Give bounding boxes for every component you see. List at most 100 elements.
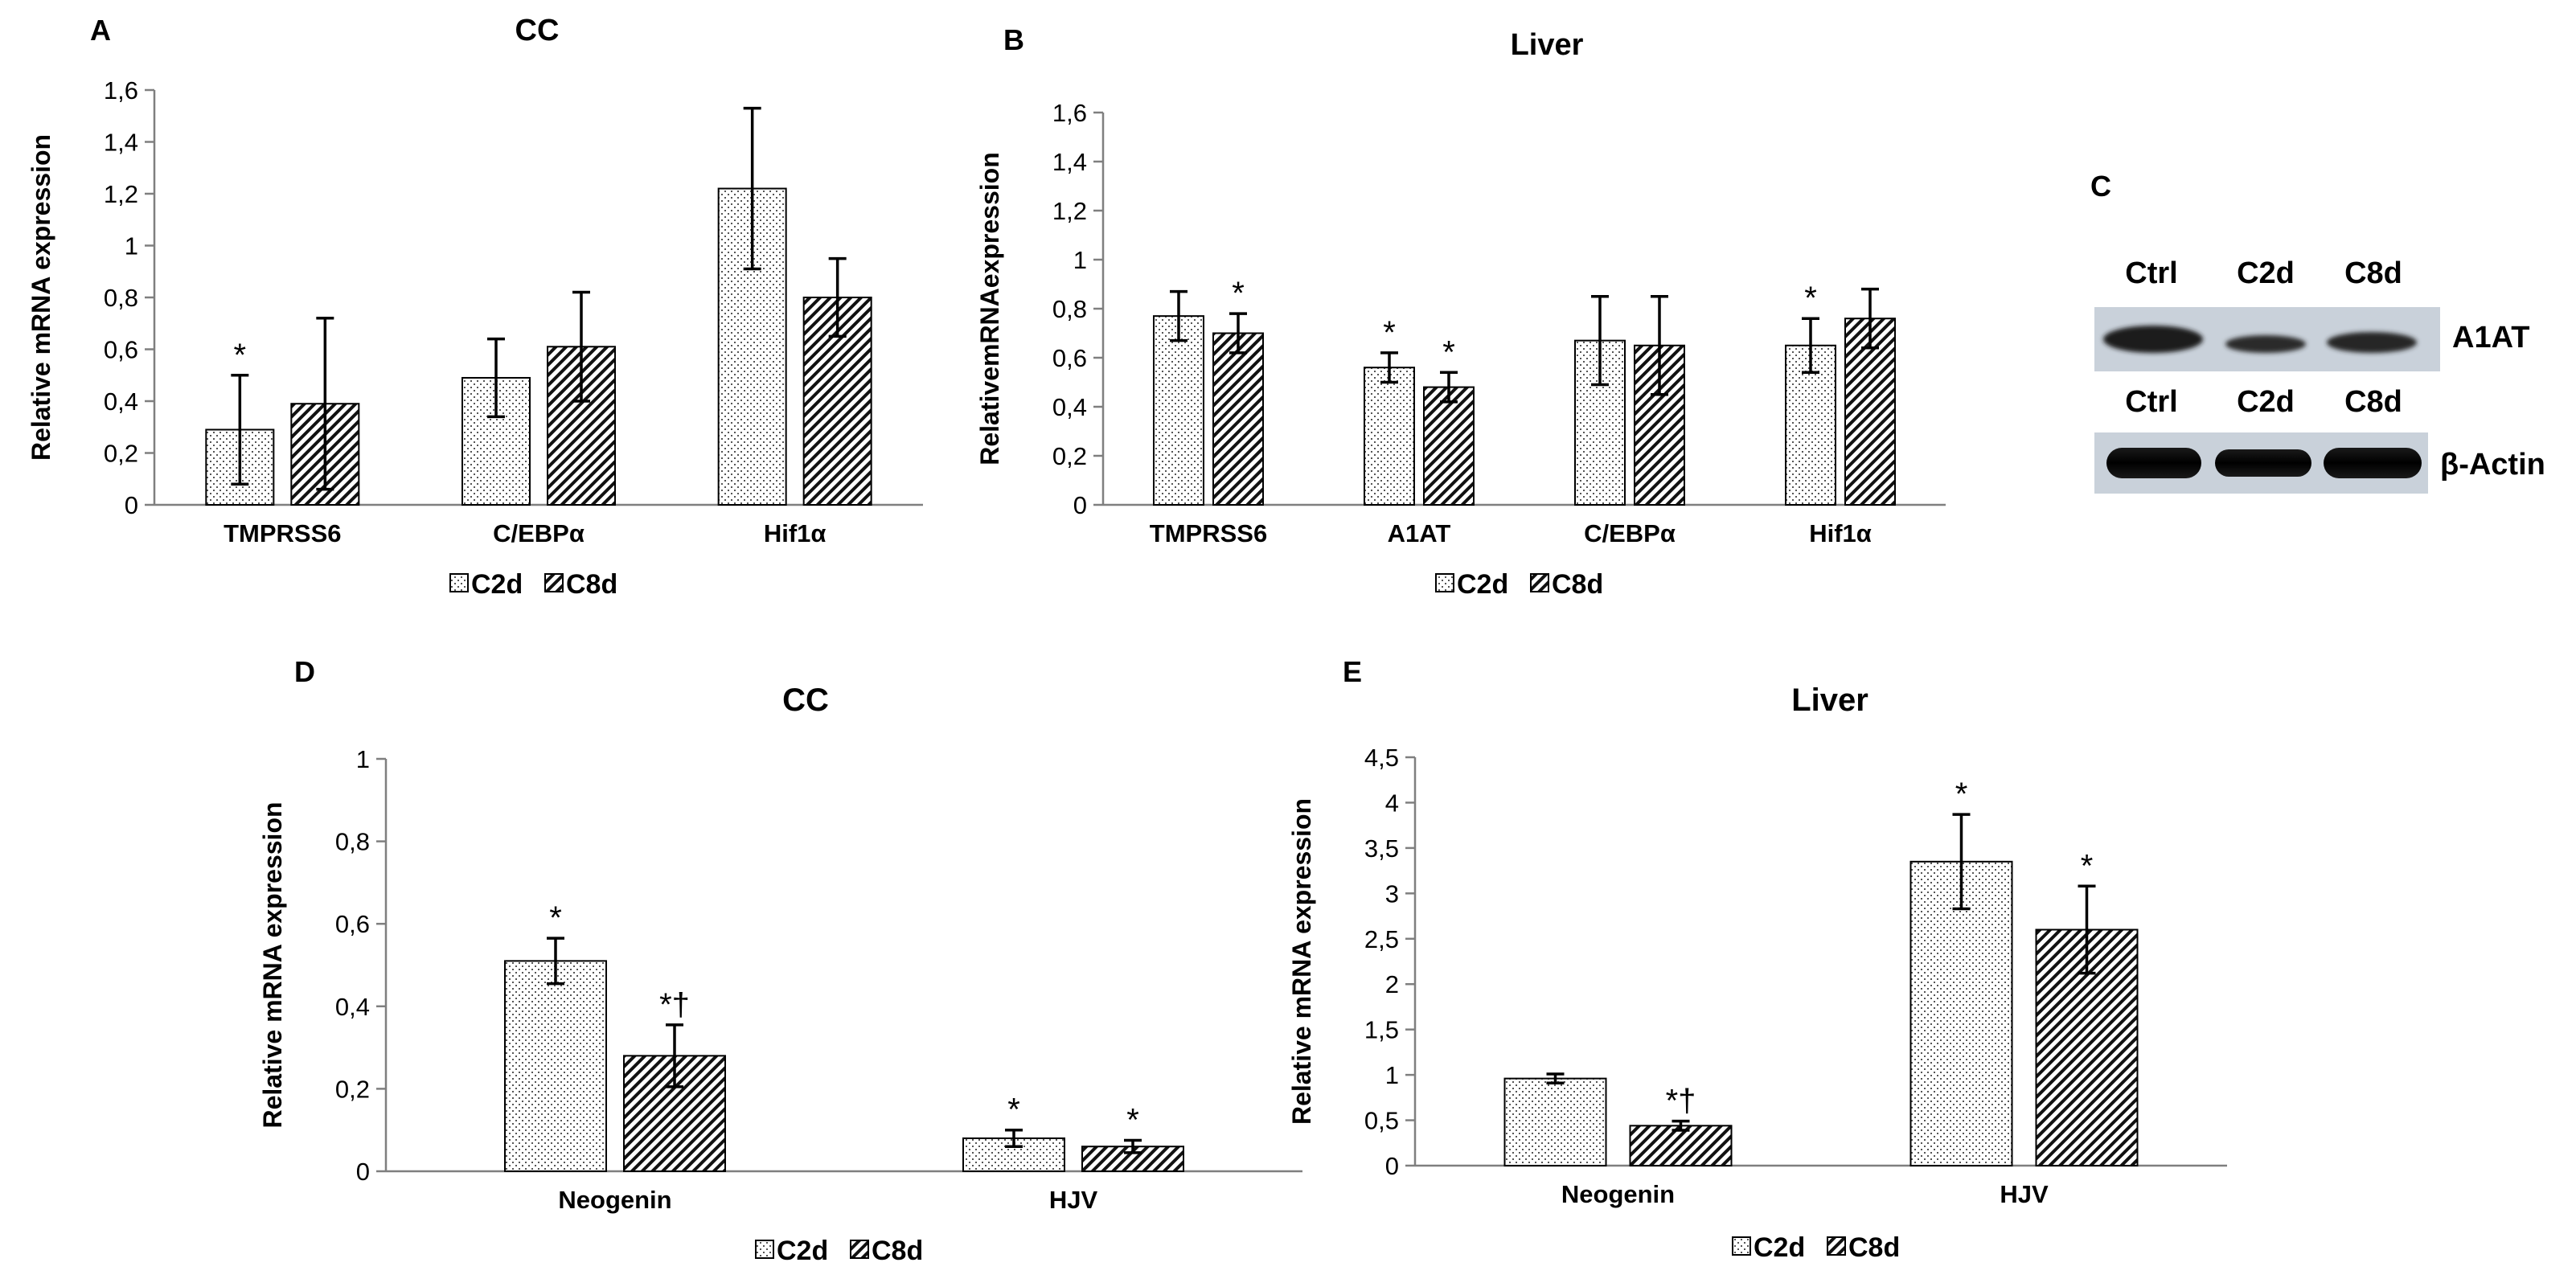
y-tick-label: 1 [356,745,370,773]
significance-mark: * [1007,1092,1020,1128]
legend-label: C8d [872,1236,923,1266]
category-label: C/EBPα [493,519,585,547]
legend-swatch-c2d [1732,1236,1751,1256]
lane-label: C2d [2237,256,2295,290]
legend-swatch-c2d [755,1240,774,1259]
lane-label: C8d [2344,385,2402,419]
blot-band [2324,448,2422,478]
bar-c2d [504,960,607,1172]
panel-label: E [1343,655,1362,688]
blot-band [2106,448,2201,478]
legend: C2d C8d [449,569,617,600]
blot-band [2327,332,2417,353]
blot-bands-beta-actin [2106,448,2422,478]
lane-label: Ctrl [2125,385,2177,419]
category-label: TMPRSS6 [224,519,341,547]
bar-c8d [1844,318,1896,506]
lane-label: Ctrl [2125,256,2177,290]
category-label: Hif1α [1809,519,1872,547]
legend-swatch-c2d [449,573,469,592]
significance-mark: * [234,338,247,373]
y-tick-label: 1,4 [104,129,138,157]
y-tick-label: 0,4 [335,993,370,1021]
y-tick-label: 1 [1073,246,1087,274]
legend-swatch-c8d [850,1240,869,1259]
protein-label-beta-actin: β-Actin [2440,448,2545,482]
lane-label: C2d [2237,385,2295,419]
category-label: Hif1α [764,519,827,547]
y-tick-label: 2,5 [1364,925,1399,953]
bar-c2d [1364,367,1415,506]
legend-swatch-c8d [1827,1236,1846,1256]
significance-mark: * [1442,334,1455,370]
legend-label: C8d [1552,569,1603,600]
bar-c8d [547,346,616,506]
category-label: TMPRSS6 [1150,519,1267,547]
chart-title: Liver [1791,682,1868,718]
significance-mark: * [2081,848,2094,883]
y-tick-label: 0,6 [1052,344,1087,372]
blot-band [2215,449,2311,477]
y-tick-label: 1 [1385,1061,1399,1089]
legend-label: C8d [566,569,617,600]
y-tick-label: 3 [1385,879,1399,908]
blot-band [2103,326,2203,353]
bar-c8d [1423,386,1475,506]
significance-mark: * [1232,276,1245,311]
bar-c2d [1909,860,2013,1167]
panel-label: D [294,655,315,688]
chart-title: Liver [1511,28,1584,62]
panel-label: A [90,14,111,47]
chart-title: CC [515,14,560,47]
y-tick-label: 0 [125,491,138,519]
category-label: HJV [2000,1180,2049,1208]
category-label: A1AT [1388,519,1451,547]
chart-panel-a: A CC Relative mRNA expression 0 0,2 0,4 0,6 0,8… [27,14,923,600]
y-tick-label: 0,2 [104,440,138,468]
y-axis-label: Relative mRNA expression [1287,798,1316,1125]
y-tick-label: 0,8 [104,284,138,312]
bar-c2d [1153,315,1204,506]
blot-bands-a1at [2103,326,2417,353]
legend: C2d C8d [1732,1232,1900,1263]
legend-label: C2d [777,1236,828,1266]
significance-mark: * [1955,777,1968,812]
legend: C2d C8d [755,1236,923,1266]
y-tick-label: 1,4 [1052,148,1087,176]
panel-label-c: C [2090,170,2111,203]
chart-panel-d: D CC Relative mRNA expression 0 0,2 0,4 0,6 0,8… [258,655,1302,1266]
significance-mark: * [1126,1103,1139,1138]
category-label: Neogenin [1561,1180,1675,1208]
y-tick-label: 1,6 [104,76,138,105]
y-tick-label: 4,5 [1364,744,1399,772]
y-tick-label: 1,2 [104,180,138,208]
y-tick-label: 1,2 [1052,197,1087,225]
legend-label: C2d [1754,1232,1805,1263]
y-axis-label: Relative mRNA expression [27,134,55,461]
bar-c8d [1212,332,1264,506]
legend-label: C8d [1848,1232,1900,1263]
y-axis-label: Relative mRNA expression [258,801,287,1128]
blot-band [2225,335,2306,353]
y-tick-label: 0,5 [1364,1107,1399,1135]
legend-label: C2d [1457,569,1508,600]
chart-panel-e: E Liver Relative mRNA expression 0 0,5 1 1,5 2 2… [1287,655,2227,1263]
y-tick-label: 0 [1385,1152,1399,1180]
y-tick-label: 0,6 [335,910,370,938]
y-tick-label: 2 [1385,970,1399,998]
chart-title: CC [782,682,829,718]
blot-row-beta-actin: Ctrl C2d C8d β-Actin [2094,385,2545,494]
blot-row-a1at: Ctrl C2d C8d A1AT [2094,256,2529,371]
y-tick-label: 0 [356,1158,370,1186]
significance-mark: *† [1666,1084,1696,1119]
legend-swatch-c8d [1530,573,1549,592]
lane-label: C8d [2344,256,2402,290]
protein-label-a1at: A1AT [2452,321,2529,355]
category-label: HJV [1049,1186,1098,1214]
significance-mark: *† [659,987,690,1023]
y-tick-label: 4 [1385,789,1399,817]
bar-c8d [1629,1125,1733,1166]
category-label: Neogenin [558,1186,671,1214]
chart-panel-b: B Liver RelativemRNAexpression 0 0,2 0,4 0,6 0,… [975,23,1946,600]
